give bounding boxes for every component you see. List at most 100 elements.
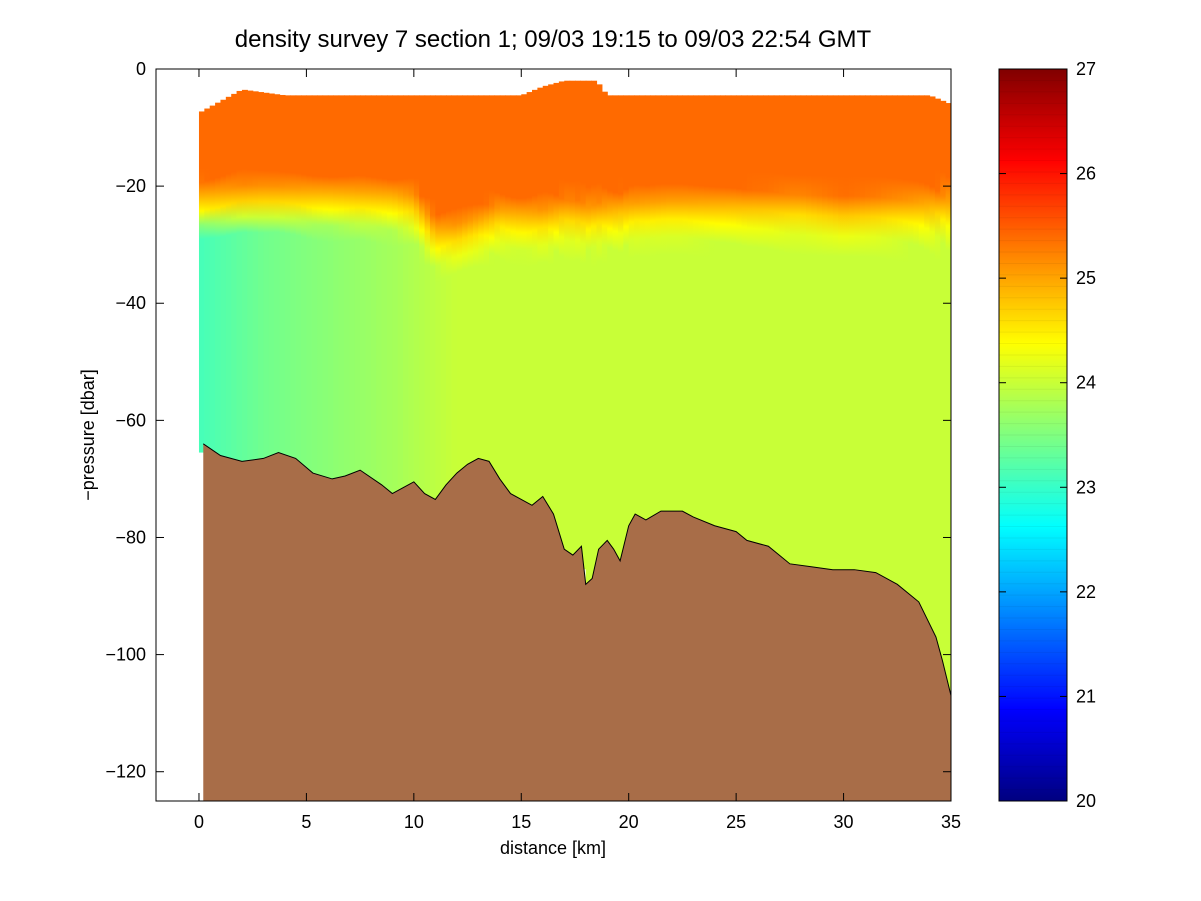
x-tick-label: 30 xyxy=(834,812,854,832)
density-column xyxy=(311,95,318,483)
x-tick-label: 20 xyxy=(619,812,639,832)
density-column xyxy=(574,80,581,559)
density-column xyxy=(489,95,496,475)
density-column xyxy=(295,95,302,470)
density-column xyxy=(795,95,802,574)
density-column xyxy=(865,95,872,581)
density-column xyxy=(741,95,748,547)
density-column xyxy=(746,95,753,550)
density-column xyxy=(671,95,678,520)
density-column xyxy=(413,95,420,494)
density-column xyxy=(816,95,823,577)
density-column xyxy=(784,95,791,571)
density-column xyxy=(891,95,898,592)
y-axis-title: −pressure [dbar] xyxy=(78,369,98,501)
density-column xyxy=(392,95,399,501)
density-column xyxy=(725,95,732,539)
density-column xyxy=(940,100,947,672)
x-tick-label: 15 xyxy=(511,812,531,832)
density-column xyxy=(913,95,920,609)
density-column xyxy=(945,103,951,694)
density-column xyxy=(526,92,533,513)
density-column xyxy=(537,87,544,508)
y-tick-label: 0 xyxy=(136,59,146,79)
density-column xyxy=(274,94,281,462)
density-column xyxy=(558,81,565,550)
density-column xyxy=(376,95,383,492)
density-column xyxy=(290,95,297,467)
density-column xyxy=(327,95,334,488)
density-column xyxy=(446,95,453,491)
density-column xyxy=(591,80,598,580)
density-column xyxy=(902,95,909,600)
density-column xyxy=(644,95,651,528)
density-column xyxy=(779,95,786,567)
density-column xyxy=(720,95,726,537)
density-column xyxy=(349,95,356,483)
density-column xyxy=(472,95,479,469)
density-column xyxy=(929,96,936,639)
colorbar-tick-label: 21 xyxy=(1076,686,1096,706)
density-column xyxy=(440,95,447,498)
density-column xyxy=(805,95,812,576)
density-column xyxy=(762,95,769,555)
density-column xyxy=(419,95,426,500)
density-column xyxy=(429,95,436,507)
density-column xyxy=(478,95,485,468)
density-column xyxy=(634,95,641,524)
density-column xyxy=(542,85,549,510)
colorbar-fill xyxy=(999,69,1067,801)
y-tick-label: −100 xyxy=(105,645,146,665)
density-column xyxy=(435,95,442,505)
colorbar-bands xyxy=(999,79,1067,791)
density-column xyxy=(532,89,538,512)
colorbar-tick-label: 24 xyxy=(1076,373,1096,393)
density-section xyxy=(198,80,951,694)
y-tick-label: −80 xyxy=(115,527,146,547)
density-column xyxy=(596,84,603,558)
density-column xyxy=(365,95,372,485)
density-column xyxy=(231,93,238,468)
density-column xyxy=(918,95,925,617)
density-column xyxy=(386,95,393,501)
density-column xyxy=(838,95,845,579)
x-tick-label: 0 xyxy=(194,812,204,832)
density-column xyxy=(677,95,684,520)
y-tick-label: −60 xyxy=(115,410,146,430)
plot-frame xyxy=(155,68,952,802)
density-column xyxy=(693,95,700,527)
density-column xyxy=(344,95,350,485)
x-tick-label: 35 xyxy=(941,812,961,832)
density-column xyxy=(284,95,291,465)
colorbar-ticks: 20 21 22 23 24 25 26 27 xyxy=(999,59,1096,811)
density-column xyxy=(832,95,839,579)
colorbar-tick-label: 27 xyxy=(1076,59,1096,79)
density-column xyxy=(209,105,216,459)
density-column xyxy=(462,95,469,476)
density-column xyxy=(897,95,904,596)
density-column xyxy=(800,95,807,575)
density-column xyxy=(548,84,555,519)
density-column xyxy=(408,95,415,493)
bathymetry-layer xyxy=(202,443,951,801)
y-tick-label: −20 xyxy=(115,176,146,196)
density-column xyxy=(585,80,592,591)
density-column xyxy=(564,80,571,560)
density-column xyxy=(499,95,506,492)
x-axis-title: distance [km] xyxy=(500,838,606,858)
density-column xyxy=(360,95,367,481)
density-column xyxy=(881,95,888,586)
density-column xyxy=(510,95,517,504)
density-column xyxy=(822,95,829,578)
density-column xyxy=(301,95,308,475)
colorbar-tick-label: 20 xyxy=(1076,791,1096,811)
density-column xyxy=(773,95,780,562)
density-column xyxy=(268,93,275,465)
colorbar-tick-label: 22 xyxy=(1076,582,1096,602)
density-column xyxy=(698,95,705,530)
x-tick-label: 10 xyxy=(404,812,424,832)
density-column xyxy=(789,95,796,573)
density-column xyxy=(236,90,243,470)
density-column xyxy=(333,95,340,487)
